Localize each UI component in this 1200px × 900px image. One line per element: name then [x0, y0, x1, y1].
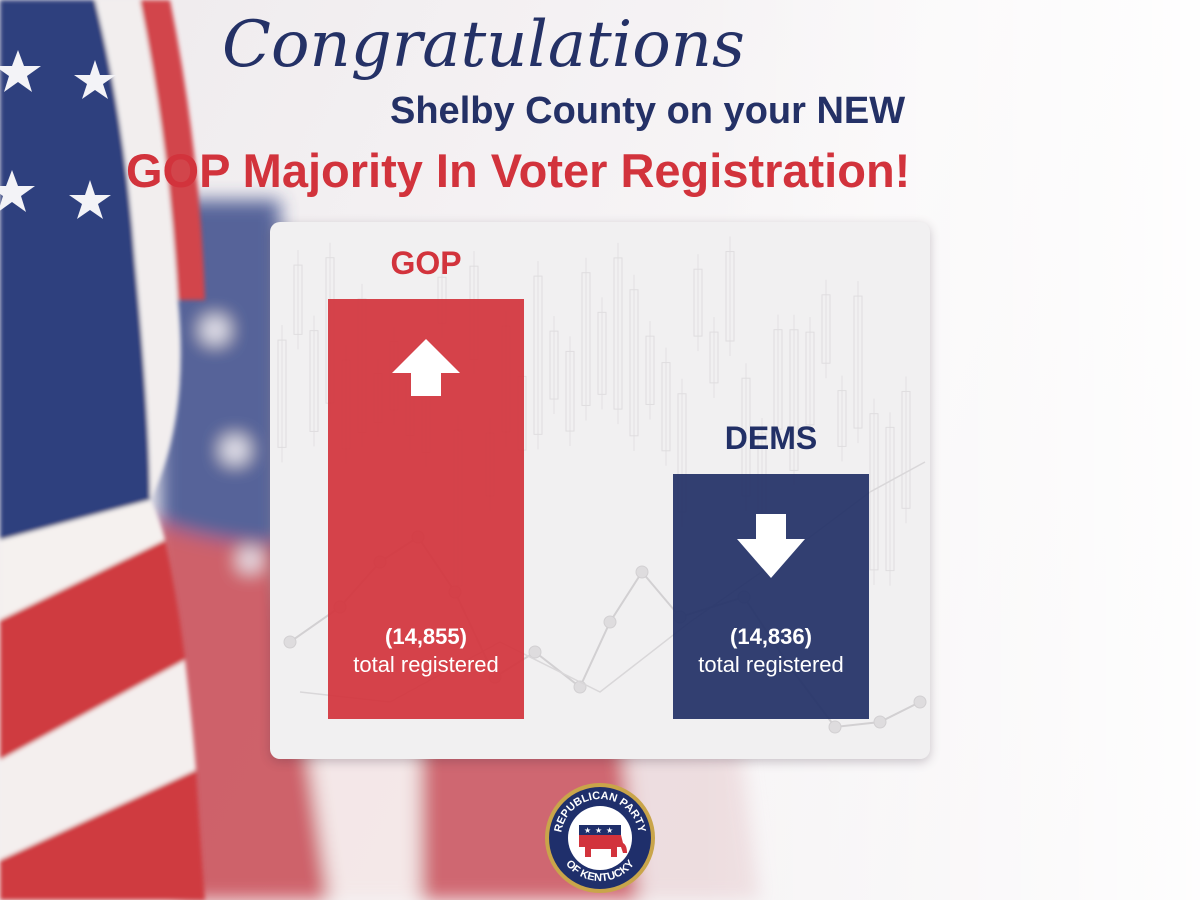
bar-dems	[673, 474, 869, 719]
bar-label-dems: DEMS	[724, 420, 818, 456]
bar-value-dems: (14,836) total registered	[673, 623, 869, 679]
county-subheading: Shelby County on your NEW	[390, 90, 906, 132]
bar-label-gop: GOP	[390, 245, 462, 281]
bar-value-gop: (14,855) total registered	[328, 623, 524, 679]
svg-text:★: ★	[595, 826, 602, 835]
chart-canvas	[277, 236, 927, 734]
svg-text:★: ★	[584, 826, 591, 835]
flag-stars	[0, 50, 116, 219]
chart-panel: GOP (14,855) total registered DEMS (14,836) t…	[270, 222, 930, 759]
arrow-down-icon	[737, 514, 805, 578]
arrow-up-icon	[392, 339, 460, 396]
value-number: (14,855)	[385, 624, 467, 649]
majority-heading: GOP Majority In Voter Registration!	[126, 144, 911, 197]
congratulations-heading: Congratulations	[222, 8, 745, 82]
elephant-icon: ★ ★ ★	[579, 825, 627, 857]
value-caption: total registered	[698, 652, 844, 677]
svg-text:★: ★	[606, 826, 613, 835]
value-number: (14,836)	[730, 624, 812, 649]
value-caption: total registered	[353, 652, 499, 677]
party-seal: REPUBLICAN PARTY OF KENTUCKY ★ ★ ★	[545, 783, 655, 893]
